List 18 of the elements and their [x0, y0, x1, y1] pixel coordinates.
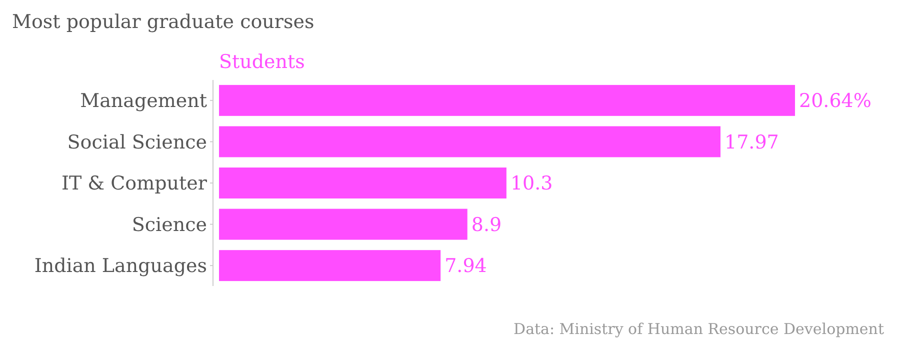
- y-tick-label: Science: [132, 214, 207, 236]
- y-tick-label: Management: [80, 90, 208, 112]
- data-label: 7.94: [444, 255, 487, 278]
- data-label: 10.3: [510, 172, 553, 195]
- bar: [219, 168, 506, 198]
- data-label: 20.64%: [799, 90, 872, 112]
- bar: [219, 84, 795, 116]
- y-tick-label: Indian Languages: [34, 255, 207, 278]
- y-tick-label: Social Science: [67, 131, 207, 154]
- chart-title: Most popular graduate courses: [12, 11, 314, 33]
- bar: [219, 126, 720, 158]
- bar: [219, 250, 441, 282]
- y-tick-label: IT & Computer: [61, 172, 208, 195]
- data-label: 17.97: [724, 131, 779, 154]
- text: Data: Ministry of Human Resource Development: [514, 320, 884, 338]
- series-label: Students: [219, 51, 305, 73]
- data-label: 8.9: [471, 214, 502, 236]
- bar: [219, 208, 468, 240]
